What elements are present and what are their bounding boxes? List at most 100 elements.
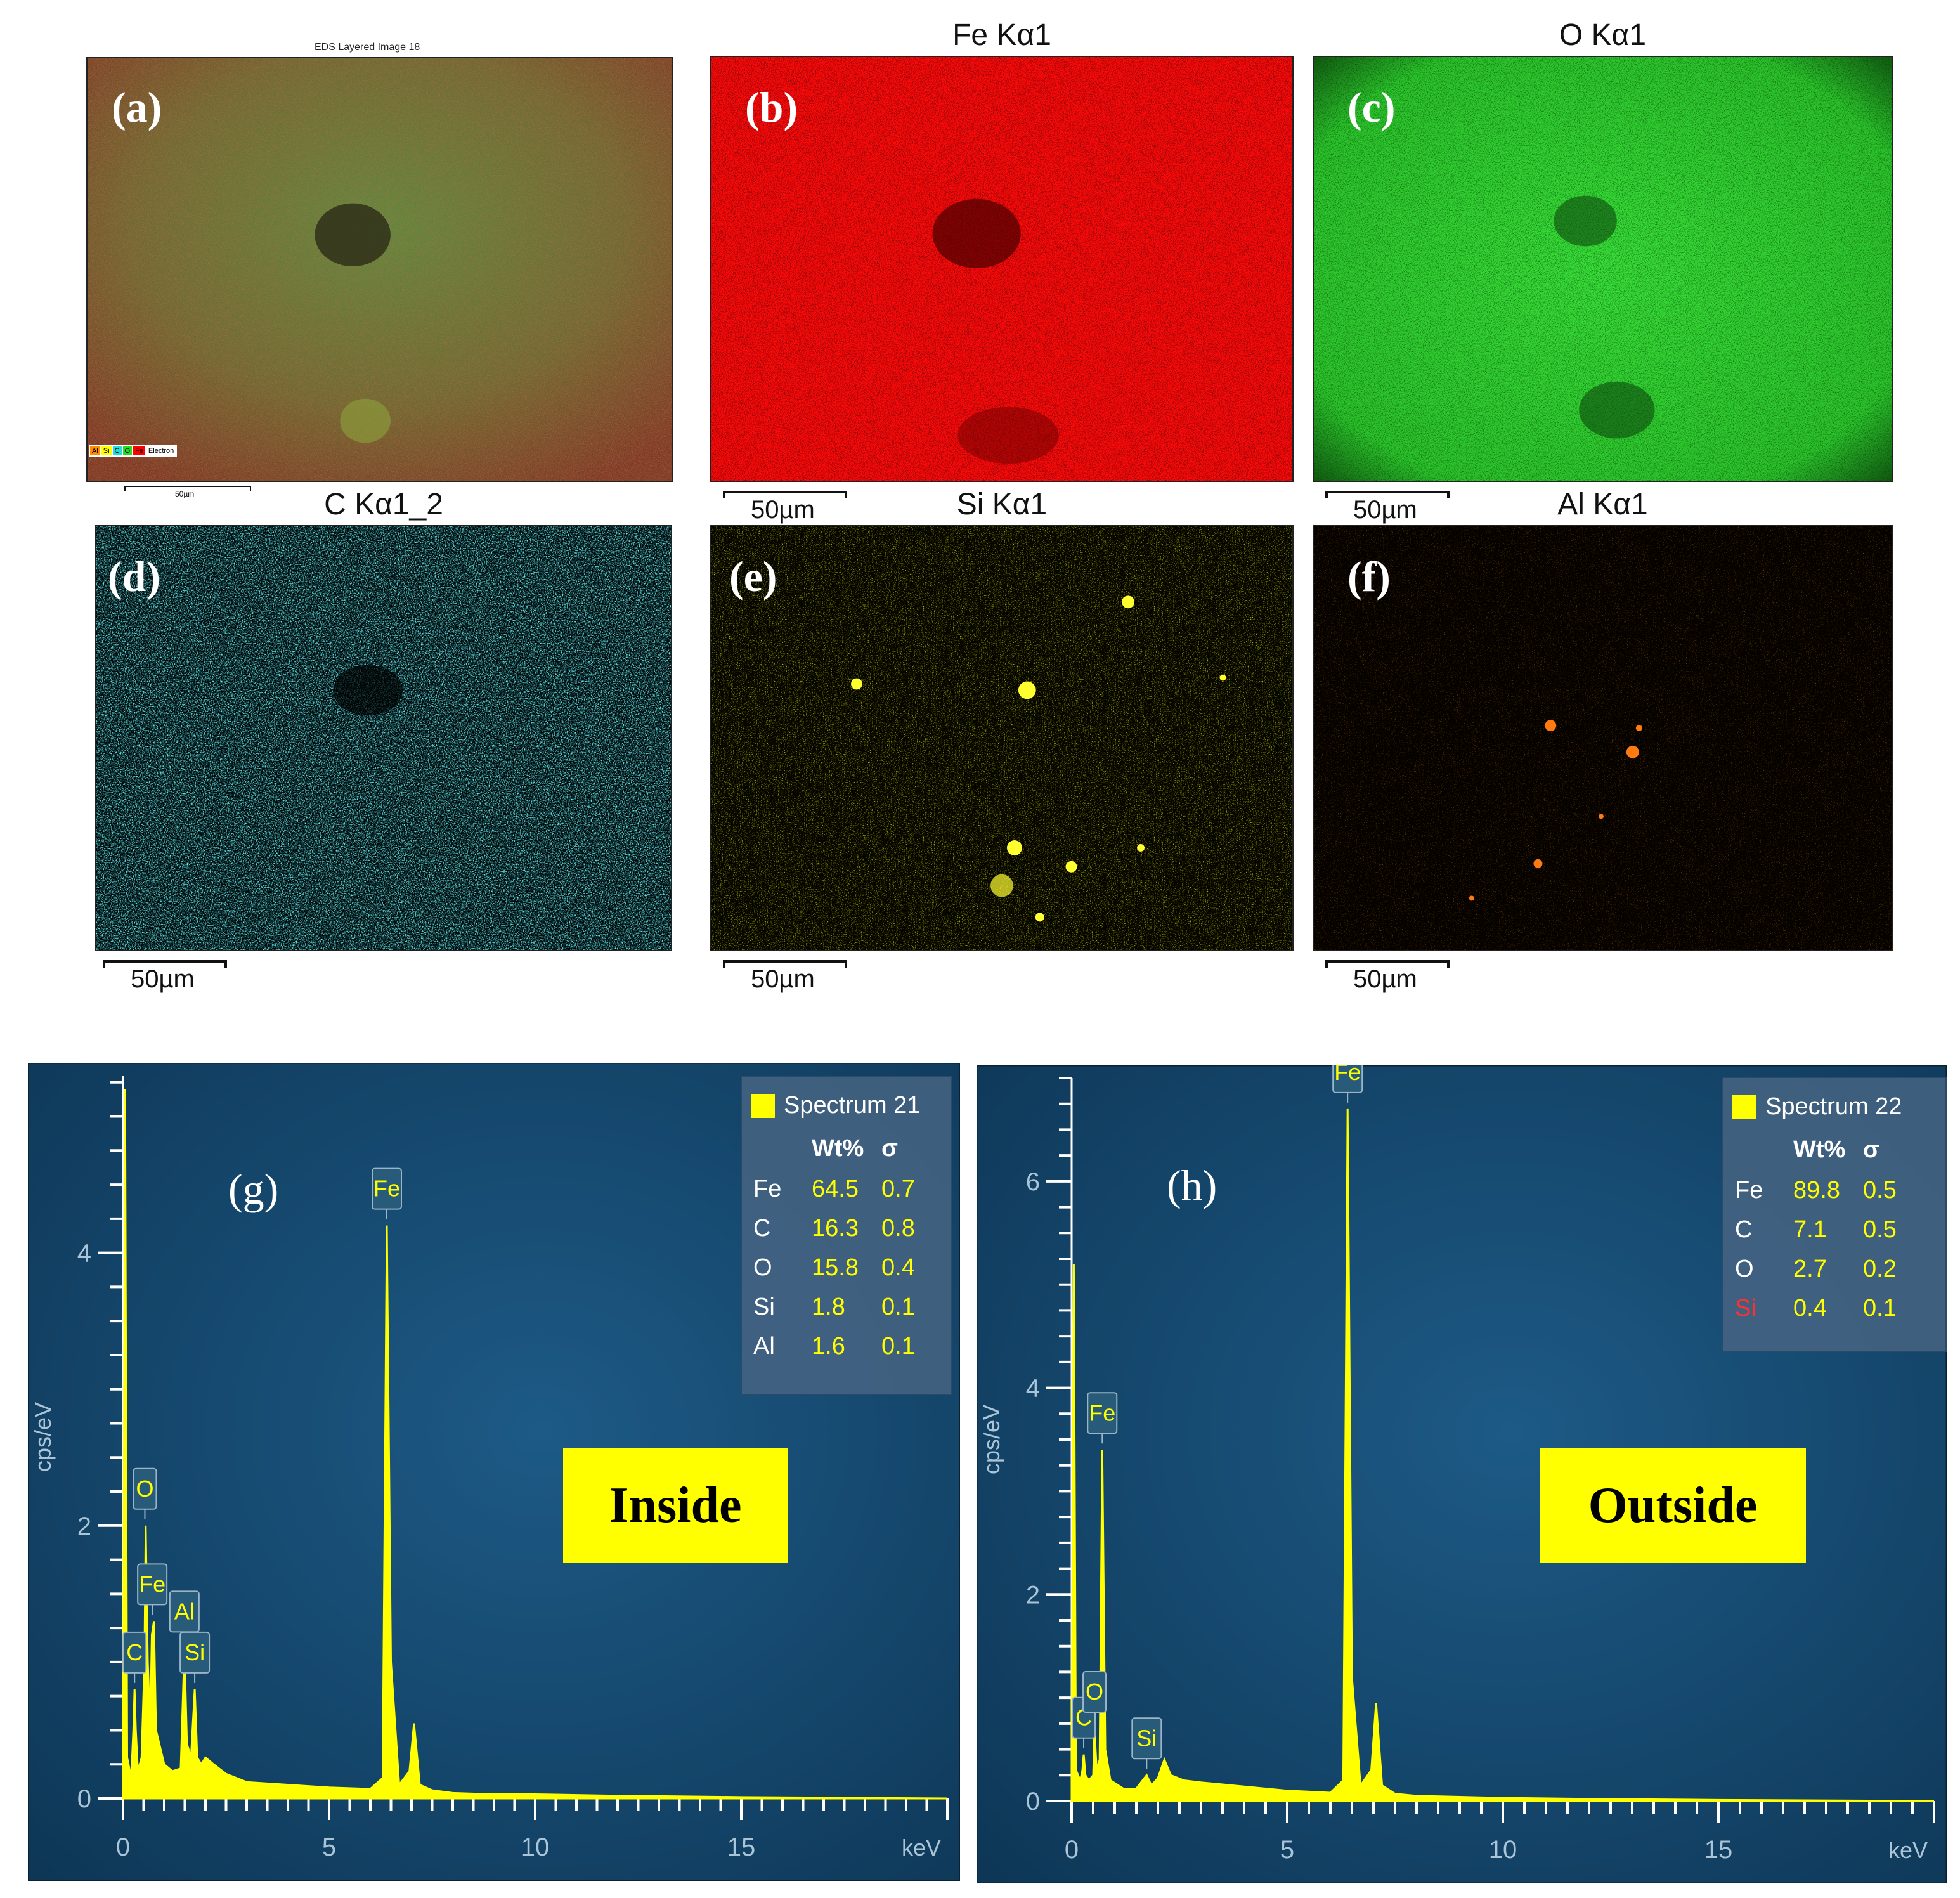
scale-label-c: 50µm bbox=[1353, 496, 1417, 524]
panel-letter-b: (b) bbox=[745, 83, 798, 131]
panel-letter-d: (d) bbox=[108, 552, 161, 601]
scale-label-e: 50µm bbox=[751, 965, 815, 993]
x-tick-label: 0 bbox=[1065, 1836, 1079, 1864]
x-tick-label: 10 bbox=[521, 1833, 550, 1861]
svg-text:Si: Si bbox=[1136, 1725, 1157, 1751]
map-image-c-svg bbox=[1314, 57, 1892, 481]
x-tick-label: 5 bbox=[322, 1833, 336, 1861]
map-image-b bbox=[710, 56, 1294, 482]
panel-letter-f: (f) bbox=[1347, 552, 1391, 601]
svg-text:Al: Al bbox=[174, 1598, 195, 1624]
svg-text:O: O bbox=[1086, 1679, 1103, 1705]
stats-row-al: Al 1.6 0.1 bbox=[753, 1333, 919, 1360]
stats-cell: 0.8 bbox=[881, 1215, 915, 1242]
stats-header-cell: Wt% bbox=[1793, 1136, 1846, 1163]
legend-o: O bbox=[122, 446, 133, 455]
spectrum-name-g: Spectrum 21 bbox=[784, 1092, 921, 1119]
peak-label-si: Si bbox=[1131, 1717, 1162, 1769]
stats-header-cell: σ bbox=[1863, 1136, 1879, 1163]
scale-label-d: 50µm bbox=[131, 965, 195, 993]
panel-letter-a: (a) bbox=[112, 83, 162, 131]
legend-al: Al bbox=[90, 446, 100, 455]
map-image-e-svg bbox=[711, 526, 1292, 950]
map-image-d bbox=[95, 525, 672, 951]
stats-cell: C bbox=[753, 1215, 771, 1242]
peak-label-c: C bbox=[122, 1631, 147, 1683]
layered-image-title: EDS Layered Image 18 bbox=[315, 42, 420, 53]
stats-cell: Al bbox=[753, 1333, 775, 1360]
x-tick-label: 5 bbox=[1280, 1836, 1294, 1864]
stats-row-o: O 15.8 0.4 bbox=[753, 1254, 919, 1282]
svg-text:C: C bbox=[126, 1639, 143, 1665]
stats-cell: 0.7 bbox=[881, 1176, 915, 1202]
stats-cell: 0.1 bbox=[1863, 1295, 1897, 1322]
y-tick-label: 4 bbox=[77, 1240, 91, 1268]
layered-image bbox=[86, 57, 673, 482]
y-tick-label: 0 bbox=[1026, 1788, 1040, 1816]
tag-inside-label: Inside bbox=[609, 1477, 742, 1533]
spectrum-series bbox=[122, 1089, 948, 1800]
spectrum-panel-h: 0 5 10 15 keV 0 2 4 6 cps/eV C O Fe Si Fe (h) Spectrum… bbox=[977, 1065, 1947, 1883]
stats-cell: O bbox=[1735, 1256, 1754, 1282]
spectrum-name-h: Spectrum 22 bbox=[1765, 1093, 1902, 1120]
stats-header-cell: Wt% bbox=[812, 1135, 864, 1162]
stats-cell: Fe bbox=[753, 1176, 782, 1202]
x-tick-label: 10 bbox=[1489, 1836, 1517, 1864]
svg-text:O: O bbox=[136, 1476, 153, 1502]
stats-cell: Si bbox=[1735, 1295, 1756, 1322]
stats-row-c: C 7.1 0.5 bbox=[1735, 1216, 1901, 1244]
stats-table-g: Spectrum 21 Wt% σ Fe 64.5 0.7 C 16.3 0.8 O 15.8 0.… bbox=[741, 1076, 952, 1395]
panel-letter-h: (h) bbox=[1167, 1161, 1217, 1209]
svg-text:Fe: Fe bbox=[139, 1571, 165, 1597]
stats-header: Wt% σ bbox=[812, 1135, 919, 1162]
map-image-d-svg bbox=[96, 526, 671, 950]
stats-cell: 89.8 bbox=[1793, 1177, 1840, 1204]
map-title-f: Al Kα1 bbox=[1557, 488, 1648, 521]
stats-cell: C bbox=[1735, 1216, 1753, 1243]
svg-text:Fe: Fe bbox=[1089, 1400, 1115, 1426]
svg-text:Si: Si bbox=[185, 1639, 205, 1665]
stats-row-fe: Fe 64.5 0.7 bbox=[753, 1176, 919, 1203]
legend-fe: Fe bbox=[133, 446, 145, 455]
peak-label-fe: Fe bbox=[1087, 1392, 1118, 1444]
map-title-c: O Kα1 bbox=[1559, 18, 1647, 52]
stats-cell: 0.1 bbox=[881, 1333, 915, 1360]
stats-header: Wt% σ bbox=[1793, 1136, 1901, 1164]
map-image-e bbox=[710, 525, 1294, 951]
stats-cell: 0.4 bbox=[881, 1254, 915, 1281]
svg-text:Fe: Fe bbox=[1334, 1065, 1361, 1085]
y-axis-label: cps/eV bbox=[30, 1402, 56, 1472]
panel-letter-g: (g) bbox=[228, 1165, 279, 1213]
spectrum-panel-g: 0 5 10 15 keV 0 2 4 cps/eV C O Fe Al Si Fe (g) Spectru… bbox=[28, 1063, 960, 1881]
peak-label-fe: Fe bbox=[1332, 1065, 1363, 1103]
spectrum-swatch-h bbox=[1732, 1095, 1756, 1119]
stats-row-fe: Fe 89.8 0.5 bbox=[1735, 1177, 1901, 1204]
tag-outside-label: Outside bbox=[1588, 1477, 1758, 1533]
stats-cell: 64.5 bbox=[812, 1176, 859, 1202]
map-title-b: Fe Kα1 bbox=[952, 18, 1051, 52]
map-image-f bbox=[1313, 525, 1893, 951]
tag-outside: Outside bbox=[1540, 1448, 1806, 1563]
stats-cell: 2.7 bbox=[1793, 1256, 1827, 1282]
stats-cell: O bbox=[753, 1254, 772, 1281]
peak-label-o: O bbox=[1082, 1671, 1107, 1722]
y-tick-label: 2 bbox=[77, 1512, 91, 1540]
map-panel-a: EDS Layered Image 18 Al Si C O Fe Electr… bbox=[86, 38, 673, 504]
stats-table-h: Spectrum 22 Wt% σ Fe 89.8 0.5 C 7.1 0.5 O 2.7 0.2 S… bbox=[1722, 1077, 1947, 1352]
panel-letter-c: (c) bbox=[1347, 83, 1396, 131]
stats-cell: 1.8 bbox=[812, 1294, 845, 1320]
map-image-b-svg bbox=[711, 57, 1292, 481]
y-tick-label: 0 bbox=[77, 1785, 91, 1813]
stats-cell: 0.2 bbox=[1863, 1256, 1897, 1282]
x-tick-label: 0 bbox=[116, 1833, 130, 1861]
map-title-d: C Kα1_2 bbox=[324, 488, 443, 521]
stats-row-c: C 16.3 0.8 bbox=[753, 1215, 919, 1242]
x-axis-label: keV bbox=[902, 1835, 941, 1861]
scale-label-b: 50µm bbox=[751, 496, 815, 524]
peak-label-fe: Fe bbox=[137, 1563, 168, 1615]
stats-header-cell: σ bbox=[881, 1135, 898, 1162]
peak-label-fe: Fe bbox=[372, 1167, 402, 1219]
y-tick-label: 2 bbox=[1026, 1581, 1040, 1609]
layered-legend: Al Si C O Fe Electron bbox=[89, 445, 178, 457]
y-tick-label: 4 bbox=[1026, 1375, 1040, 1403]
